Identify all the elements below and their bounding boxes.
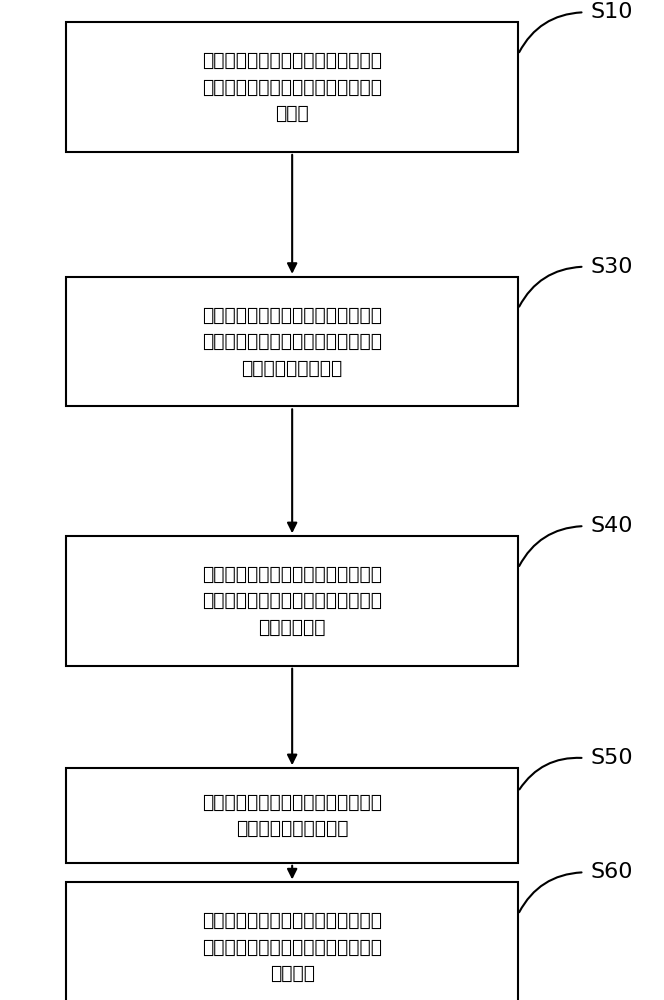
FancyBboxPatch shape <box>66 277 518 406</box>
Text: 根据所述语义数据特征和所述外部因
素特征，获取组合特征: 根据所述语义数据特征和所述外部因 素特征，获取组合特征 <box>202 793 382 838</box>
Text: S40: S40 <box>591 516 633 536</box>
FancyBboxPatch shape <box>66 882 518 1000</box>
Text: S50: S50 <box>591 748 633 768</box>
Text: 获取待预测时刻对应的时间序列数据
与所述时间序列数据相对应的外部因
素数据: 获取待预测时刻对应的时间序列数据 与所述时间序列数据相对应的外部因 素数据 <box>202 51 382 123</box>
FancyBboxPatch shape <box>66 768 518 863</box>
Text: S10: S10 <box>591 2 633 22</box>
FancyBboxPatch shape <box>66 536 518 666</box>
Text: 采用残差注意力网络对所述时间序列
数据进行处理，以获取所述时间序列
数据的语义数据特征: 采用残差注意力网络对所述时间序列 数据进行处理，以获取所述时间序列 数据的语义数… <box>202 306 382 378</box>
Text: 采用神经网络对所述组合特征进行处
理，获取所述待预测时刻的电量负荷
预测结果: 采用神经网络对所述组合特征进行处 理，获取所述待预测时刻的电量负荷 预测结果 <box>202 911 382 983</box>
Text: S60: S60 <box>591 862 633 882</box>
Text: 采用自编码器对所述外部因素数据进
行处理，以获取所述外部因素数据的
外部因素特征: 采用自编码器对所述外部因素数据进 行处理，以获取所述外部因素数据的 外部因素特征 <box>202 565 382 637</box>
FancyBboxPatch shape <box>66 22 518 152</box>
Text: S30: S30 <box>591 257 633 277</box>
